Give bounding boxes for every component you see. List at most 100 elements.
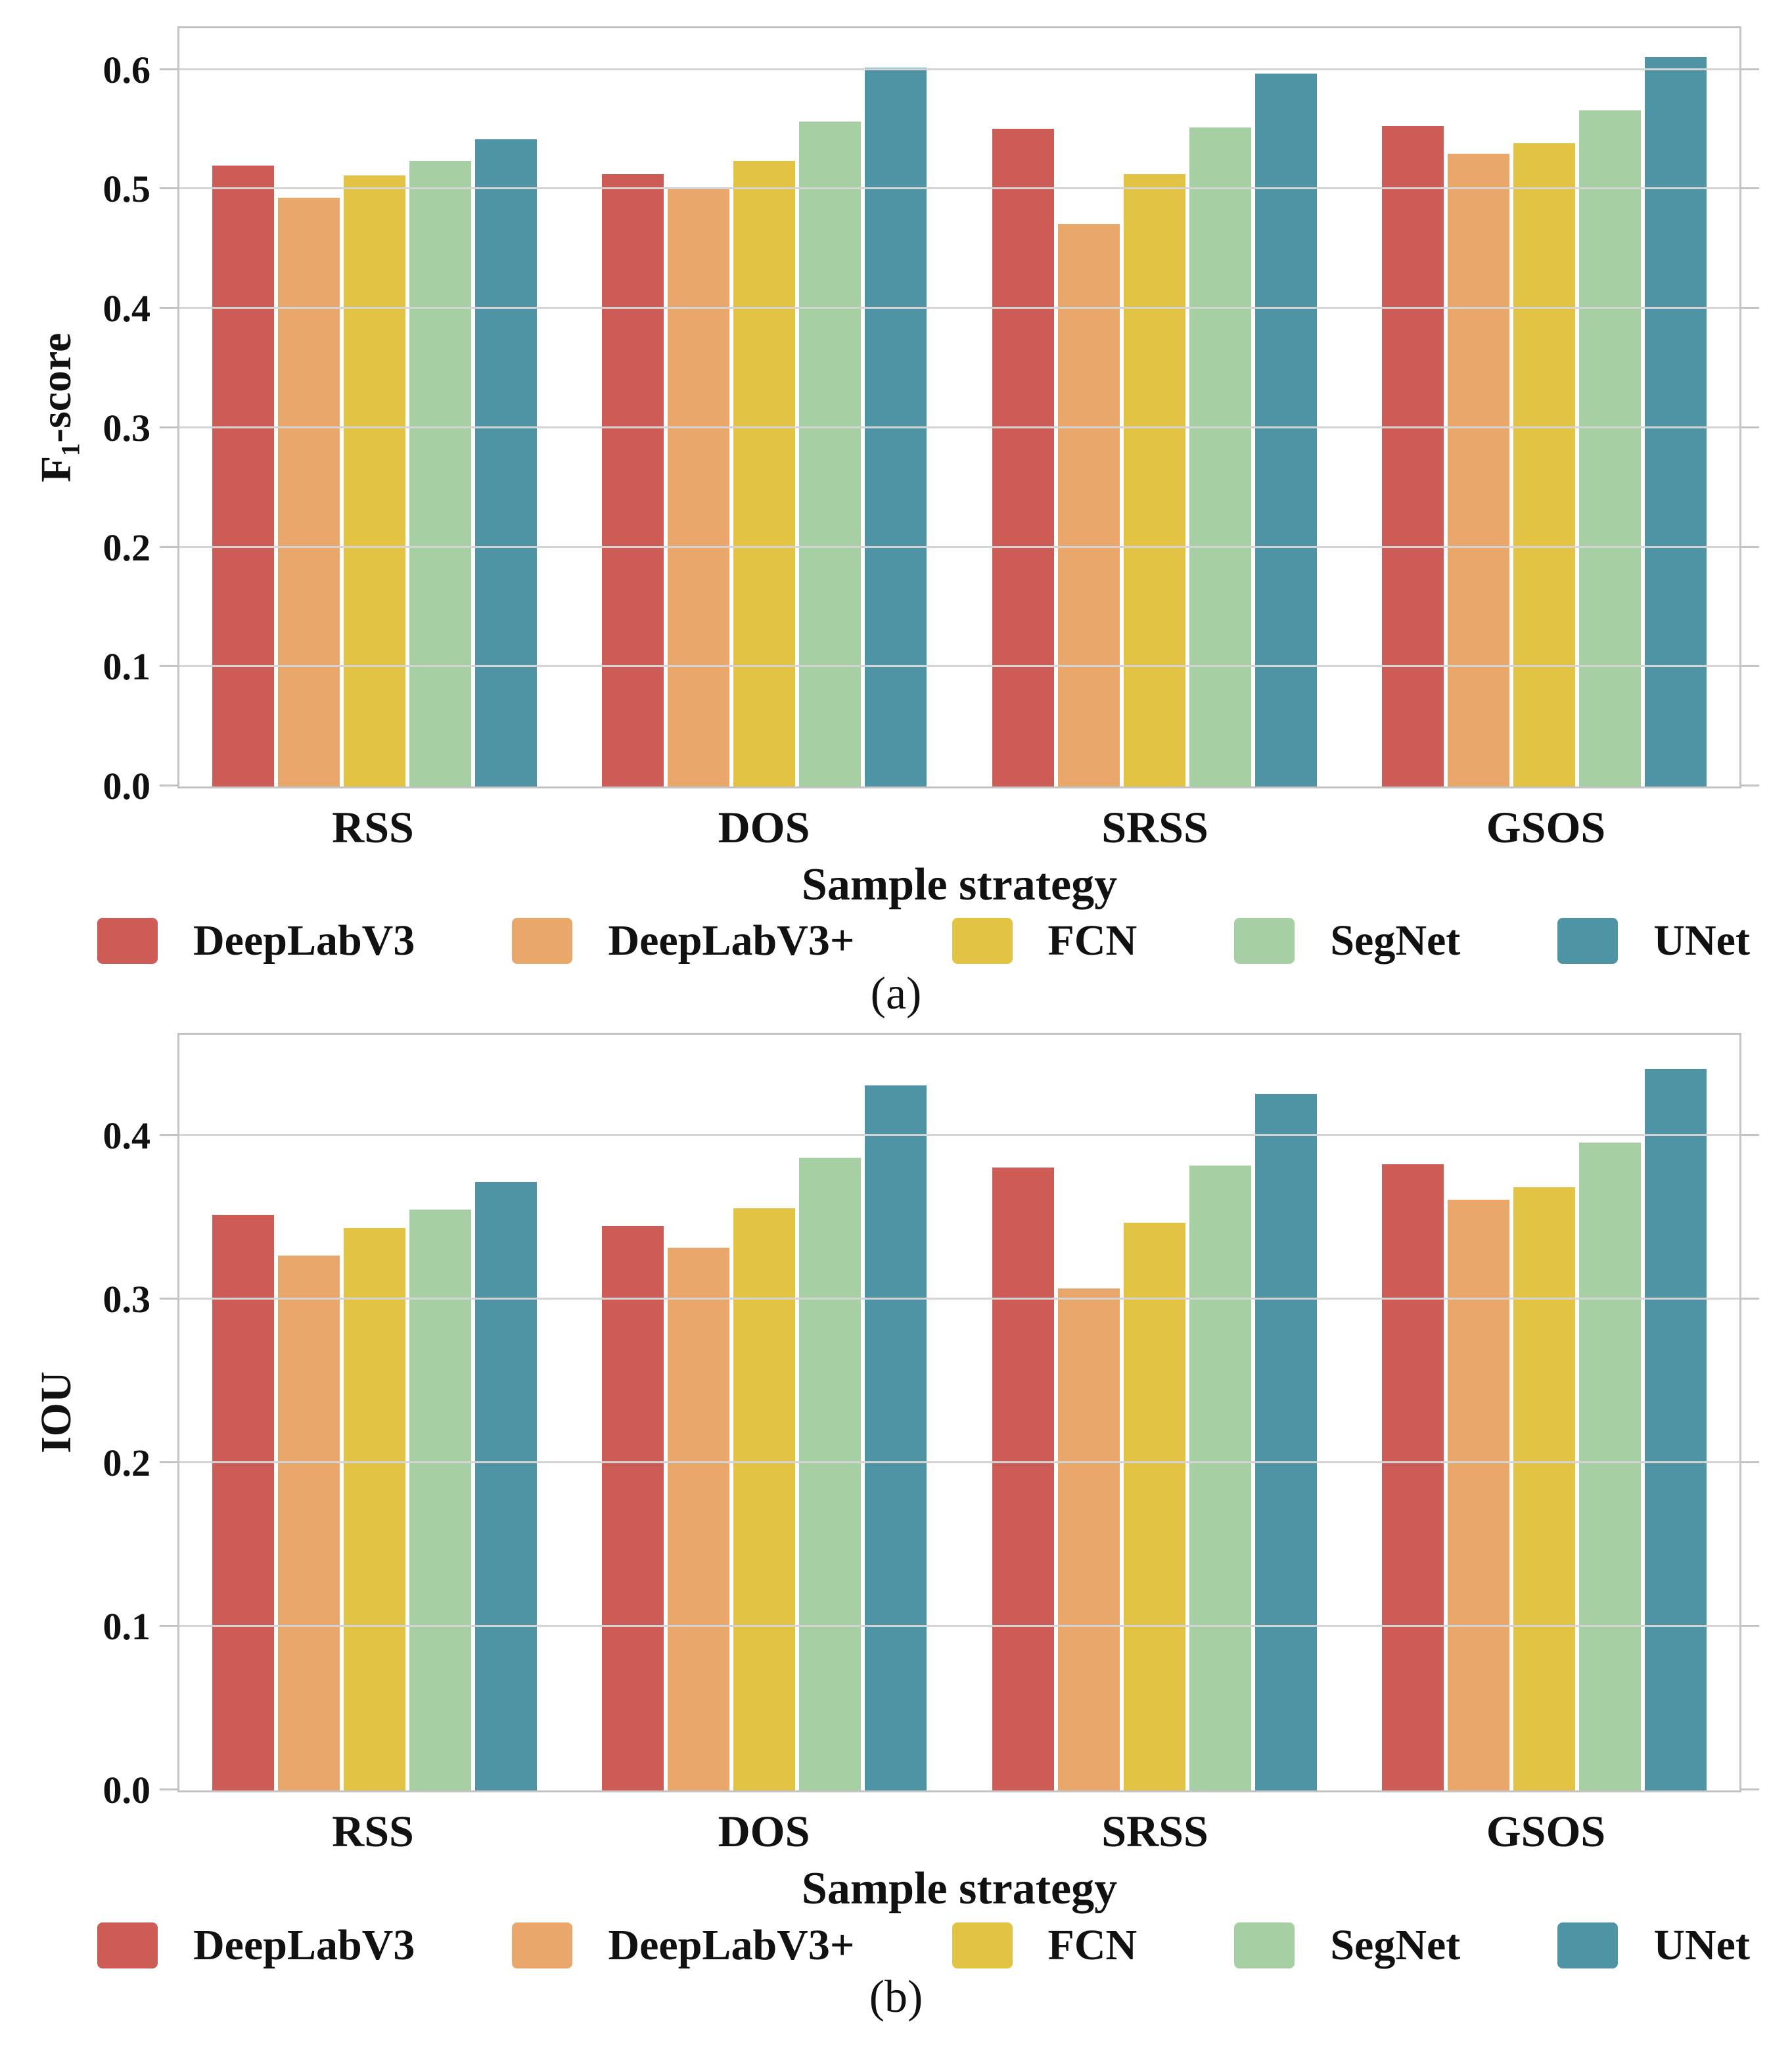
y-tick-mark — [160, 665, 177, 668]
legend-label: DeepLabV3+ — [608, 917, 855, 965]
bar-group-dos — [570, 1035, 960, 1790]
gridline — [179, 68, 1739, 70]
y-tick-mark — [160, 1134, 177, 1137]
bar-fcn-srss — [1123, 173, 1185, 786]
legend-label: DeepLabV3+ — [608, 1921, 855, 1969]
legend-swatch-icon — [1557, 1922, 1619, 1968]
y-tick-label: 0.3 — [103, 406, 151, 449]
legend-label: DeepLabV3 — [193, 917, 415, 965]
y-tick-mark — [160, 187, 177, 190]
bar-segnet-gsos — [1579, 1143, 1642, 1790]
legend-swatch-icon — [512, 918, 573, 964]
gridline — [179, 665, 1739, 668]
bar-group-gsos — [1350, 1035, 1740, 1790]
y-tick-mark — [1741, 1461, 1759, 1464]
bar-groups — [179, 1035, 1739, 1790]
gridline — [179, 426, 1739, 428]
legend-item-deeplabv3: DeepLabV3 — [97, 1922, 415, 1968]
bar-unet-rss — [474, 1182, 537, 1790]
legend-swatch-icon — [97, 1922, 158, 1968]
legend-item-deeplabv3+: DeepLabV3+ — [512, 918, 854, 964]
y-tick-mark — [160, 1298, 177, 1300]
y-tick-label: 0.1 — [103, 645, 151, 689]
bar-group-rss — [179, 28, 570, 786]
bar-group-srss — [959, 28, 1350, 786]
bar-segnet-rss — [409, 1210, 471, 1790]
y-tick-mark — [1741, 1298, 1759, 1300]
y-tick-mark — [160, 426, 177, 428]
legend-item-segnet: SegNet — [1234, 918, 1460, 964]
legend-label: UNet — [1653, 1921, 1750, 1969]
y-tick-mark — [160, 545, 177, 548]
x-tick-labels: RSS DOS SRSS GSOS — [177, 1802, 1741, 1861]
y-tick-mark — [160, 68, 177, 70]
bar-unet-gsos — [1645, 57, 1707, 786]
bar-deeplabv3+-srss — [1057, 1288, 1120, 1790]
legend-swatch-icon — [1234, 1922, 1295, 1968]
y-tick-mark — [1741, 665, 1759, 668]
bar-deeplabv3+-rss — [277, 1256, 340, 1790]
bar-unet-srss — [1254, 1093, 1317, 1790]
bar-group-dos — [570, 28, 960, 786]
legend-item-deeplabv3: DeepLabV3 — [97, 918, 415, 964]
legend-item-fcn: FCN — [952, 918, 1137, 964]
y-tick-label: 0.2 — [103, 1442, 151, 1485]
legend-label: UNet — [1653, 917, 1750, 965]
x-axis-title: Sample strategy — [801, 1863, 1118, 1914]
gridline — [179, 1134, 1739, 1137]
bar-deeplabv3-rss — [212, 166, 274, 786]
panel-a-f1-score-chart: F₁-score 0.0 0.1 0.2 0.3 0.4 0.5 0.6 RSS DOS SRS… — [32, 26, 1759, 1019]
legend: DeepLabV3 DeepLabV3+ FCN SegNet UNet — [0, 1918, 1792, 1973]
bar-fcn-gsos — [1513, 143, 1576, 786]
bar-segnet-dos — [799, 121, 862, 786]
y-tick-label: 0.2 — [103, 526, 151, 569]
y-tick-label: 0.0 — [103, 765, 151, 807]
bar-deeplabv3-srss — [992, 1167, 1054, 1790]
bar-fcn-rss — [343, 175, 405, 786]
bar-unet-rss — [474, 139, 537, 786]
gridline — [179, 545, 1739, 548]
bar-fcn-dos — [733, 160, 796, 786]
bar-deeplabv3-dos — [602, 173, 664, 786]
legend-label: FCN — [1047, 1921, 1137, 1969]
bar-deeplabv3-srss — [992, 128, 1054, 786]
bar-fcn-dos — [733, 1208, 796, 1790]
bar-fcn-srss — [1123, 1223, 1185, 1790]
bar-groups — [179, 28, 1739, 786]
panel-caption: (b) — [869, 1972, 923, 2022]
y-tick-mark — [160, 307, 177, 309]
y-tick-label: 0.4 — [103, 287, 151, 330]
bar-fcn-rss — [343, 1227, 405, 1790]
gridline — [179, 1625, 1739, 1627]
legend-item-unet: UNet — [1557, 918, 1750, 964]
y-tick-mark — [160, 1461, 177, 1464]
panel-caption: (a) — [870, 968, 922, 1019]
y-tick-mark — [1741, 545, 1759, 548]
bar-deeplabv3-gsos — [1382, 1164, 1444, 1790]
bar-deeplabv3+-rss — [277, 198, 340, 786]
bar-unet-srss — [1254, 74, 1317, 786]
legend-swatch-icon — [1234, 918, 1295, 964]
y-tick-mark — [1741, 1788, 1759, 1790]
panel-b-iou-chart: IOU 0.0 0.1 0.2 0.3 0.4 RSS DOS SRSS GSOS Sampl… — [0, 1023, 1792, 2046]
legend-label: DeepLabV3 — [193, 1921, 415, 1969]
y-tick-mark — [160, 1788, 177, 1790]
bar-deeplabv3+-gsos — [1448, 1200, 1510, 1790]
y-tick-label: 0.0 — [103, 1769, 151, 1811]
gridline — [179, 1461, 1739, 1464]
gridline — [179, 187, 1739, 190]
gridline — [179, 1298, 1739, 1300]
bar-deeplabv3-rss — [212, 1214, 274, 1790]
y-axis-title: IOU — [32, 1371, 80, 1454]
x-tick-label-dos: DOS — [718, 1806, 810, 1856]
x-tick-label-gsos: GSOS — [1486, 1806, 1606, 1856]
bar-unet-dos — [865, 1085, 927, 1790]
x-axis-title: Sample strategy — [801, 859, 1118, 910]
x-tick-label-gsos: GSOS — [1486, 802, 1606, 852]
gridline — [179, 307, 1739, 309]
y-tick-mark — [1741, 784, 1759, 786]
bar-deeplabv3+-srss — [1057, 224, 1120, 786]
bar-unet-gsos — [1645, 1069, 1707, 1790]
legend-swatch-icon — [952, 918, 1013, 964]
bar-deeplabv3-dos — [602, 1226, 664, 1790]
